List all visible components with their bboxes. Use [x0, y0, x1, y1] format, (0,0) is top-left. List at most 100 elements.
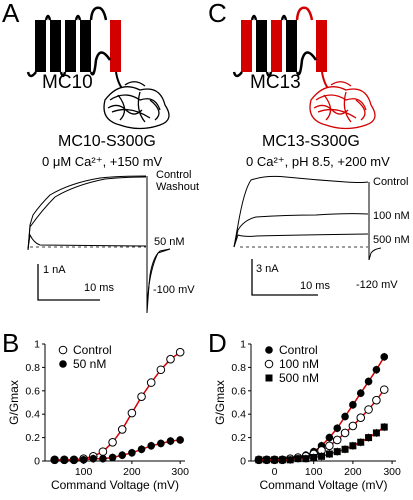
- mc13-construct-label: MC13: [250, 72, 301, 93]
- y-tick-label: 1: [34, 339, 40, 351]
- y-tick-label: 0.6: [25, 385, 40, 397]
- data-point: [349, 442, 357, 450]
- panel-label-d: D: [208, 328, 227, 358]
- data-point: [364, 405, 373, 414]
- data-point: [318, 452, 326, 460]
- x-tick-label: 100: [305, 466, 323, 478]
- mc10-protein-domain: [103, 81, 170, 130]
- label-voltage: -100 mV: [153, 284, 195, 296]
- x-tick-label: 200: [123, 466, 141, 478]
- panel-label-b: B: [2, 328, 20, 358]
- y-tick-label: 0.4: [25, 409, 40, 421]
- legend-label: 100 nM: [279, 357, 319, 371]
- y-axis-label: G/Gmax: [7, 380, 21, 425]
- data-point: [117, 425, 127, 434]
- data-point: [372, 395, 381, 405]
- panel-c-current-traces: [233, 175, 382, 296]
- data-point: [325, 450, 333, 458]
- mc13-channel-diagram: [232, 6, 376, 130]
- data-point: [341, 412, 349, 421]
- y-tick-label: 0.6: [231, 385, 246, 397]
- y-tick-label: 1: [240, 339, 246, 351]
- y-tick-label: 0.2: [231, 432, 246, 444]
- trace-500nm: [233, 233, 369, 248]
- label-control: Control: [156, 169, 192, 181]
- panel-c-title: MC13-S300G: [262, 133, 360, 150]
- data-point: [60, 456, 69, 464]
- data-point: [380, 423, 388, 431]
- label-washout: Washout: [156, 181, 200, 193]
- data-point: [286, 456, 294, 464]
- data-point: [176, 436, 184, 444]
- scale-time: 10 ms: [84, 282, 114, 294]
- trace-50nm: [27, 233, 147, 250]
- mc13-highlight-segment: [316, 20, 327, 72]
- tail-currents: [368, 182, 382, 261]
- data-point: [118, 451, 127, 459]
- x-tick-label: 0: [272, 466, 278, 478]
- x-tick-label: 100: [75, 466, 93, 478]
- y-tick-label: 0: [34, 456, 40, 468]
- trace-100nm: [233, 213, 369, 248]
- y-axis-label: G/Gmax: [213, 380, 227, 425]
- data-point: [156, 365, 166, 375]
- panel-a-current-traces: [27, 175, 171, 314]
- data-point: [108, 453, 117, 462]
- legend-marker: [58, 345, 68, 355]
- legend-label: Control: [279, 343, 318, 357]
- data-point: [356, 413, 366, 423]
- data-point: [175, 347, 185, 357]
- scale-current: 3 nA: [256, 263, 279, 275]
- data-point: [349, 401, 357, 409]
- panel-a-title: MC10-S300G: [58, 133, 156, 150]
- y-tick-label: 0.8: [25, 362, 40, 374]
- legend-label: 500 nM: [279, 371, 319, 385]
- data-point: [372, 365, 381, 374]
- legend-marker: [265, 346, 273, 354]
- legend-marker: [265, 374, 273, 382]
- data-point: [333, 424, 342, 433]
- data-point: [50, 456, 59, 464]
- data-point: [157, 439, 165, 448]
- label-voltage: -120 mV: [356, 279, 398, 291]
- x-tick-label: 200: [344, 466, 362, 478]
- y-tick-label: 0.2: [25, 432, 40, 444]
- data-point: [137, 392, 146, 401]
- label-500nm: 500 nM: [373, 234, 410, 246]
- data-point: [380, 353, 389, 361]
- data-point: [332, 435, 342, 445]
- data-point: [294, 455, 302, 463]
- data-point: [278, 456, 286, 464]
- panel-label-a: A: [2, 0, 20, 28]
- mc10-transmembrane-segments: [35, 20, 91, 72]
- mc13-transmembrane-segments: [241, 20, 297, 72]
- data-point: [348, 421, 358, 431]
- trace-washout: [27, 176, 147, 251]
- data-point: [357, 438, 365, 446]
- x-axis-label: Command Voltage (mV): [51, 478, 179, 492]
- data-point: [99, 454, 107, 463]
- panel-label-c: C: [208, 0, 227, 28]
- data-point: [310, 453, 318, 461]
- data-point: [325, 433, 334, 442]
- data-point: [341, 445, 349, 453]
- label-control: Control: [373, 176, 409, 188]
- mc10-channel-diagram: [26, 6, 170, 130]
- data-point: [372, 429, 380, 437]
- legend-label: Control: [73, 343, 112, 357]
- scale-current: 1 nA: [43, 264, 66, 276]
- legend-marker: [264, 359, 274, 369]
- x-axis-label: Command Voltage (mV): [259, 478, 387, 492]
- data-point: [70, 456, 78, 464]
- data-point: [333, 448, 341, 456]
- data-point: [365, 434, 373, 442]
- mc13-protein-domain: [309, 81, 376, 130]
- trace-control: [27, 175, 147, 251]
- y-tick-label: 0: [240, 456, 246, 468]
- scale-bar: [37, 264, 100, 301]
- data-point: [166, 354, 175, 364]
- data-point: [263, 456, 271, 464]
- data-point: [325, 441, 334, 451]
- data-point: [137, 445, 146, 454]
